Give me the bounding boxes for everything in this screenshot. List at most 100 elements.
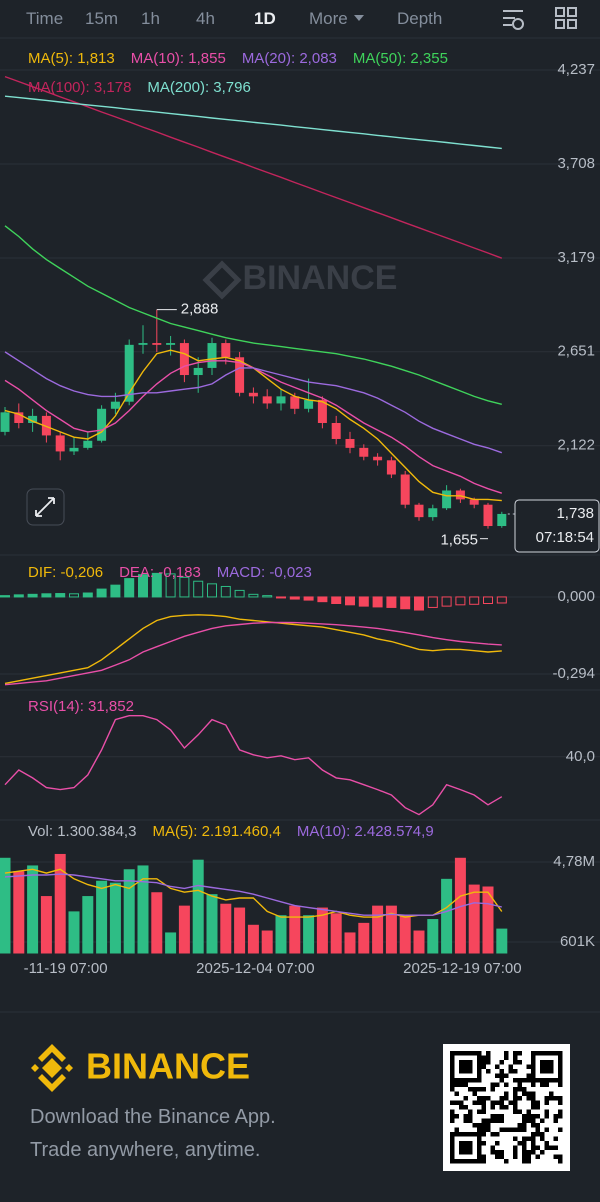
volume-bar <box>496 928 508 954</box>
volume-bar <box>247 924 259 954</box>
legend-item: MA(5)2.191.460,4 <box>152 823 280 840</box>
candle-body <box>124 344 134 402</box>
volume-bar <box>372 905 384 954</box>
panel: 4,78M 601K -11-19 07:00 2025-12-04 07:00 202… <box>0 853 600 977</box>
y-tick-label: -0,294 <box>552 665 595 682</box>
last-price-box <box>514 499 600 553</box>
volume-bar <box>123 869 135 954</box>
volume-bar <box>178 905 190 954</box>
indicator-line <box>4 621 502 686</box>
legend-name: MA(5) <box>152 823 201 840</box>
candle-body <box>400 474 410 505</box>
macd-bar <box>331 596 342 605</box>
expand-button[interactable] <box>26 488 65 526</box>
macd-bar <box>414 596 424 611</box>
icon-square <box>555 19 565 29</box>
candle-body <box>414 504 424 518</box>
volume-bar <box>165 932 177 954</box>
macd-bar <box>483 596 493 605</box>
macd-bar <box>55 593 66 598</box>
candle-body <box>442 490 452 509</box>
volume-bar <box>399 915 411 954</box>
candle-body <box>0 412 10 432</box>
legend-item: DIF-0,206 <box>28 564 103 581</box>
legend-item: MA(10)1,855 <box>131 50 226 67</box>
macd-bar <box>455 596 466 606</box>
macd-bar <box>193 580 204 598</box>
y-tick-label: 3,708 <box>557 155 595 172</box>
tab[interactable]: More <box>309 9 364 29</box>
candle-body <box>152 343 162 345</box>
layout-icon[interactable] <box>555 7 577 29</box>
volume-bar <box>82 896 94 954</box>
tab[interactable]: Depth <box>397 9 443 28</box>
tab[interactable]: 1h <box>141 9 160 28</box>
macd-bar <box>289 596 300 600</box>
legend-name: MA(5) <box>28 50 77 67</box>
candle-body <box>83 440 93 448</box>
candle-body <box>41 415 51 436</box>
macd-bar <box>345 596 355 606</box>
volume-bar <box>109 882 121 954</box>
legend-name: MACD <box>217 564 270 581</box>
legend-value: 2,355 <box>410 50 448 67</box>
candle-body <box>373 456 383 461</box>
tab[interactable]: 1D <box>254 9 276 28</box>
legend-value: 31,852 <box>88 698 134 715</box>
tab[interactable]: 15m <box>85 9 119 28</box>
footer-text: Download the Binance App. <box>30 1106 276 1128</box>
candle-body <box>14 412 24 423</box>
macd-bar <box>400 596 411 610</box>
volume-bar <box>330 913 342 954</box>
tab[interactable]: Time <box>26 9 64 28</box>
legend-name: Vol <box>28 823 57 840</box>
volume-bar <box>27 865 39 954</box>
toolbar: Time 15m 1h 4h 1D More Depth <box>0 0 600 38</box>
volume-bar <box>192 859 204 954</box>
candle-body <box>359 447 369 457</box>
volume-bar <box>220 903 232 954</box>
macd-bar <box>441 596 452 607</box>
indicator-icon[interactable] <box>503 10 524 30</box>
footer-text: Trade anywhere, anytime. <box>30 1139 261 1161</box>
macd-bar <box>179 576 190 598</box>
legend: Vol1.300.384,3 MA(5)2.191.460,4 MA(10)2.42… <box>28 823 528 840</box>
macd-bar <box>0 595 10 598</box>
logo-bottom <box>38 1074 66 1092</box>
legend-name: MA(20) <box>242 50 300 67</box>
candle-body <box>469 499 479 505</box>
macd-bar <box>276 596 286 599</box>
legend-value: 2,083 <box>299 50 337 67</box>
legend-value: 1,855 <box>188 50 226 67</box>
volume-bar <box>234 907 246 954</box>
watermark-logo <box>202 260 242 300</box>
volume-bar <box>13 871 25 954</box>
candle-body <box>207 343 217 368</box>
legend-value: -0,183 <box>158 564 201 581</box>
candle-body <box>290 396 300 409</box>
candle-body <box>55 435 65 452</box>
last-price-label: 1,738 <box>556 505 594 522</box>
icon-square <box>567 7 577 17</box>
indicator-line <box>4 95 502 150</box>
volume-bar <box>468 884 480 954</box>
countdown: 07:18:54 <box>536 529 594 546</box>
candle-body <box>317 399 327 423</box>
tab[interactable]: 4h <box>196 9 215 28</box>
indicator-line <box>4 225 502 405</box>
candle-body <box>386 460 396 475</box>
volume-bar <box>68 911 80 954</box>
y-tick-label: 3,179 <box>557 249 595 266</box>
legend-name: MA(10) <box>131 50 189 67</box>
panel: 40,0 <box>0 715 600 816</box>
volume-bar <box>316 907 328 954</box>
high-label: 2,888 <box>181 301 219 318</box>
macd-bar <box>110 584 121 598</box>
legend-value: 2.428.574,9 <box>354 823 434 840</box>
macd-bar <box>386 596 397 608</box>
logo-top <box>38 1044 66 1062</box>
legend-item: RSI(14)31,852 <box>28 698 134 715</box>
candle-body <box>179 343 189 376</box>
